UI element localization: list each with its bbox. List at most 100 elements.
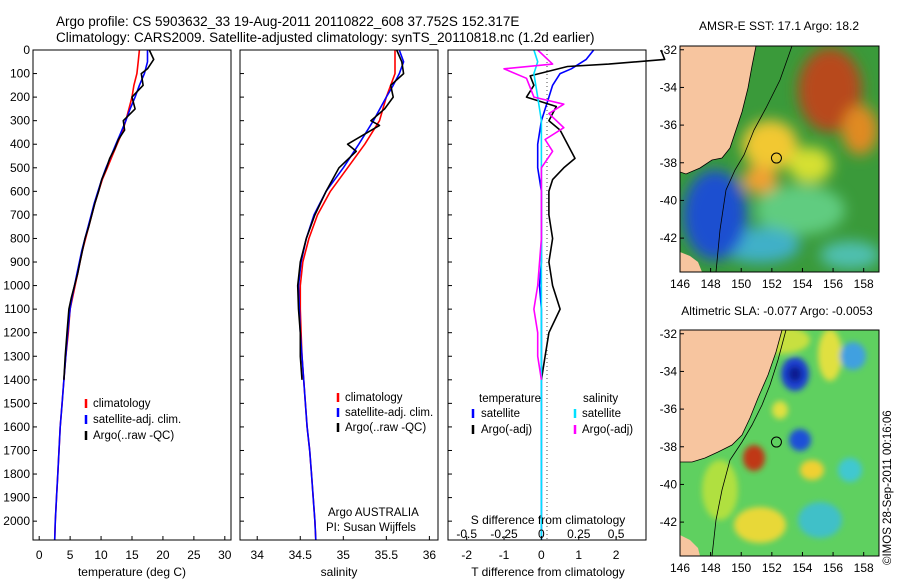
salinity-panel: 34 34.5 35 35.5 36 salinity climatology sate…: [239, 49, 439, 579]
sla-argo-marker: [770, 436, 782, 448]
difference-frame: [447, 49, 647, 541]
x2-tick-label: 0.5: [608, 527, 625, 541]
series-climatology: [53, 49, 141, 541]
y-tick-label: 1200: [3, 326, 30, 340]
credit-pi: PI: Susan Wijffels: [326, 522, 416, 534]
t-difference-xlabel: T difference from climatology: [471, 565, 625, 579]
sla-map-title: Altimetric SLA: -0.077 Argo: -0.0053: [681, 304, 873, 318]
lat-tick-label: -32: [660, 327, 678, 341]
sla-high-south: [800, 460, 824, 480]
y-tick-label: 100: [10, 67, 30, 81]
salinity-xlabel: salinity: [321, 565, 358, 579]
lon-tick-label: 150: [731, 561, 751, 575]
sla-isobath: [711, 330, 787, 556]
x-tick-label: 20: [156, 548, 170, 562]
x-tick-label: 36: [423, 548, 437, 562]
lat-tick-label: -42: [660, 515, 678, 529]
y-tick-label: 700: [10, 208, 30, 222]
imos-credit: ©IMOS 28-Sep-2011 00:16:06: [882, 410, 894, 565]
series-argo-raw-qc: [296, 49, 405, 380]
legend-heading-salinity: salinity: [583, 393, 618, 405]
y-ticks: [448, 49, 452, 522]
lat-tick-label: -38: [660, 156, 678, 170]
x-tick-label: 0: [36, 548, 43, 562]
sst-isobath: [715, 46, 793, 272]
title-line-1: Argo profile: CS 5903632_33 19-Aug-2011 …: [56, 14, 519, 29]
y-tick-label: 600: [10, 184, 30, 198]
legend-label-climatology: climatology: [345, 392, 403, 404]
sst-coastline: [680, 46, 757, 175]
legend-label-s-satellite: satellite: [582, 408, 621, 420]
x-tick-label: 0: [538, 548, 545, 562]
legend-label-argo: Argo(..raw -QC): [345, 422, 426, 434]
x-tick-label: 2: [613, 548, 620, 562]
y-ticks: [240, 49, 244, 522]
x-tick-label: 30: [218, 548, 232, 562]
sla-coastline: [680, 330, 783, 463]
x-tick-label: 34.5: [289, 548, 313, 562]
legend-label-s-argo: Argo(-adj): [582, 424, 633, 436]
y-tick-label: 1300: [3, 349, 30, 363]
y-tick-label: 1500: [3, 396, 30, 410]
legend-label-satellite: satellite-adj. clim.: [345, 407, 433, 419]
lon-tick-label: 148: [701, 561, 721, 575]
t-difference-x-ticks: -2 -1 0 1 2: [461, 536, 620, 562]
x-tick-label: -2: [461, 548, 472, 562]
lon-tick-label: 158: [854, 277, 874, 291]
lon-tick-label: 156: [823, 561, 843, 575]
sla-field: [680, 330, 879, 556]
sst-field: [680, 46, 879, 272]
temperature-legend: climatology satellite-adj. clim. Argo(..…: [84, 398, 181, 442]
sst-map-frame: [679, 45, 880, 273]
salinity-x-ticks: 34 34.5 35 35.5 36: [251, 536, 437, 562]
x-tick-label: 25: [187, 548, 201, 562]
lon-tick-label: 152: [762, 277, 782, 291]
lat-tick-label: -42: [660, 231, 678, 245]
x-tick-label: 1: [575, 548, 582, 562]
x-tick-label: -1: [499, 548, 510, 562]
y-tick-label: 1900: [3, 491, 30, 505]
sst-argo-marker: [770, 152, 782, 164]
s-difference-xlabel: S difference from climatology: [471, 513, 626, 527]
lat-tick-label: -40: [660, 193, 678, 207]
sla-low-south: [798, 502, 842, 538]
temperature-lines: [53, 49, 155, 541]
sla-lon-ticks: 146 148 150 152 154 156 158: [670, 552, 874, 575]
lat-tick-label: -32: [660, 43, 678, 57]
sst-lon-ticks: 146 148 150 152 154 156 158: [670, 268, 874, 291]
temperature-x-ticks: 0 5 10 15 20 25 30: [36, 536, 232, 562]
y-tick-label: 1600: [3, 420, 30, 434]
series-climatology: [299, 50, 396, 541]
y-tick-label: 1800: [3, 467, 30, 481]
lon-tick-label: 146: [670, 277, 690, 291]
lon-tick-label: 156: [823, 277, 843, 291]
lon-tick-label: 154: [792, 561, 812, 575]
difference-panel: -2 -1 0 1 2 -0.5 -0.25 0 0.25 0.5 S difference f…: [447, 49, 666, 579]
y-tick-label: 2000: [3, 514, 30, 528]
sst-warm-west: [742, 120, 798, 170]
sst-warm-east: [842, 105, 878, 155]
sst-warm-core: [798, 48, 862, 132]
temperature-frame: [32, 49, 232, 541]
sla-low-east: [838, 458, 862, 482]
lon-tick-label: 154: [792, 277, 812, 291]
depth-y-ticks: 0 100 200 300 400 500 600 700 800 900 1000 1100 1200…: [3, 43, 37, 528]
x2-tick-label: 0: [538, 527, 545, 541]
y-tick-label: 900: [10, 255, 30, 269]
lat-tick-label: -36: [660, 118, 678, 132]
sst-map: AMSR-E SST: 17.1 Argo: 18.2 146 148 150 152…: [660, 19, 880, 291]
x2-tick-label: -0.5: [456, 527, 477, 541]
series-argo-raw-qc: [63, 49, 155, 380]
sst-cool-band: [755, 185, 845, 235]
lon-tick-label: 158: [854, 561, 874, 575]
land-south: [680, 535, 700, 556]
land-north: [680, 46, 756, 174]
difference-legend: temperature satellite Argo(-adj) salinit…: [471, 393, 633, 436]
x-tick-label: 15: [125, 548, 139, 562]
legend-label-t-argo: Argo(-adj): [481, 424, 532, 436]
sst-map-title: AMSR-E SST: 17.1 Argo: 18.2: [699, 19, 859, 33]
x2-tick-label: 0.25: [567, 527, 591, 541]
salinity-legend: climatology satellite-adj. clim. Argo(..…: [336, 392, 433, 434]
land-south: [680, 252, 702, 272]
lat-tick-label: -40: [660, 477, 678, 491]
